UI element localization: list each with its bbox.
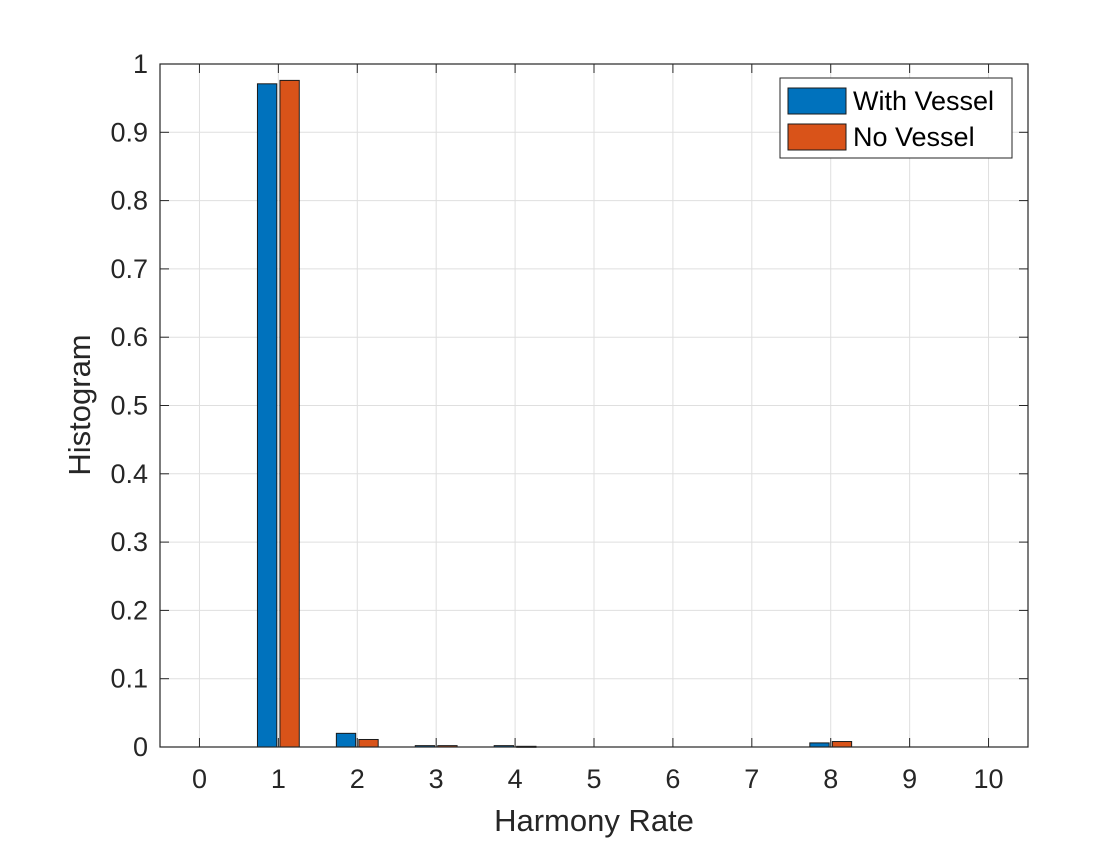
x-tick-label: 10 [974, 764, 1004, 794]
legend-swatch-with-vessel [787, 87, 847, 115]
y-tick-label: 1 [133, 49, 148, 79]
x-tick-label: 8 [823, 764, 838, 794]
grid-lines [160, 64, 1028, 747]
x-tick-label: 3 [429, 764, 444, 794]
x-tick-labels: 0 1 2 3 4 5 6 7 8 9 10 [192, 764, 1004, 794]
y-tick-labels: 0 0.1 0.2 0.3 0.4 0.5 0.6 0.7 0.8 0.9 1 [110, 49, 148, 762]
tick-marks [160, 63, 1028, 748]
legend-swatch-no-vessel [787, 123, 847, 151]
y-tick-label: 0.4 [110, 459, 148, 489]
y-tick-label: 0.3 [110, 527, 148, 557]
legend: With Vessel No Vessel [779, 77, 1013, 159]
y-tick-label: 0.2 [110, 595, 148, 625]
y-tick-label: 0.7 [110, 254, 148, 284]
bar-with-vessel-2 [335, 732, 357, 748]
bar-no-vessel-2 [358, 738, 379, 748]
x-tick-label: 9 [902, 764, 917, 794]
y-axis-label: Histogram [62, 334, 97, 475]
x-tick-label: 4 [508, 764, 523, 794]
x-axis-label: Harmony Rate [494, 803, 694, 838]
bar-no-vessel-8 [831, 741, 853, 748]
x-tick-label: 6 [665, 764, 680, 794]
x-tick-label: 5 [586, 764, 601, 794]
y-tick-label: 0.8 [110, 186, 148, 216]
x-tick-label: 2 [350, 764, 365, 794]
x-tick-label: 0 [192, 764, 207, 794]
y-tick-label: 0.1 [110, 664, 148, 694]
legend-label-with-vessel: With Vessel [853, 86, 994, 116]
y-tick-label: 0.6 [110, 322, 148, 352]
bars [256, 79, 853, 748]
x-tick-label: 1 [271, 764, 286, 794]
y-tick-label: 0.5 [110, 391, 148, 421]
bar-no-vessel-1 [279, 79, 300, 748]
legend-label-no-vessel: No Vessel [853, 122, 975, 152]
y-tick-label: 0.9 [110, 117, 148, 147]
y-tick-label: 0 [133, 732, 148, 762]
bar-with-vessel-8 [809, 742, 830, 748]
x-tick-label: 7 [744, 764, 759, 794]
bar-with-vessel-1 [256, 83, 278, 748]
